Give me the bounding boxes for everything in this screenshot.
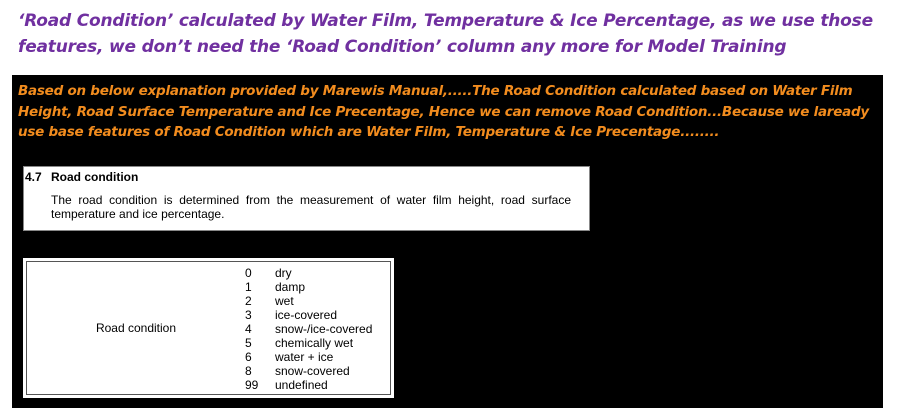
code-row: 6 water + ice (245, 350, 372, 364)
code-value: 0 (245, 266, 252, 280)
code-label: undefined (275, 378, 328, 392)
code-row: 5 chemically wet (245, 336, 372, 350)
code-value: 6 (245, 350, 252, 364)
code-value: 3 (245, 308, 252, 322)
section-title: Road condition (51, 170, 139, 184)
code-row: 3 ice-covered (245, 308, 372, 322)
code-label: snow-covered (275, 364, 350, 378)
section-heading: 4.7 Road condition (25, 170, 138, 184)
code-value: 2 (245, 294, 252, 308)
explanation-note: Based on below explanation provided by M… (18, 83, 869, 140)
code-value: 5 (245, 336, 252, 350)
code-label: dry (275, 266, 292, 280)
code-list: 0 dry 1 damp 2 wet 3 ice-covered 4 snow-/ice-… (245, 266, 372, 392)
parameter-name: Road condition (95, 321, 177, 335)
code-table: Road condition 0 dry 1 damp 2 wet 3 ice-cove… (26, 261, 391, 395)
code-label: ice-covered (275, 308, 338, 322)
code-row: 99 undefined (245, 378, 372, 392)
section-body: The road condition is determined from th… (51, 193, 571, 221)
code-label: water + ice (275, 350, 334, 364)
code-row: 4 snow-/ice-covered (245, 322, 372, 336)
code-value: 8 (245, 364, 252, 378)
code-row: 2 wet (245, 294, 372, 308)
code-label: chemically wet (275, 336, 354, 350)
code-row: 8 snow-covered (245, 364, 372, 378)
code-value: 4 (245, 322, 252, 336)
code-row: 0 dry (245, 266, 372, 280)
code-table-frame: Road condition 0 dry 1 damp 2 wet 3 ice-cove… (23, 258, 394, 398)
code-label: damp (275, 280, 306, 294)
code-value: 99 (245, 378, 259, 392)
code-label: snow-/ice-covered (275, 322, 373, 336)
section-number: 4.7 (25, 170, 42, 184)
code-value: 1 (245, 280, 252, 294)
code-label: wet (275, 294, 294, 308)
slide-headline: ‘Road Condition’ calculated by Water Fil… (18, 11, 873, 57)
code-row: 1 damp (245, 280, 372, 294)
manual-section-box: 4.7 Road condition The road condition is … (23, 166, 590, 231)
screenshot-panel: Based on below explanation provided by M… (12, 75, 883, 408)
